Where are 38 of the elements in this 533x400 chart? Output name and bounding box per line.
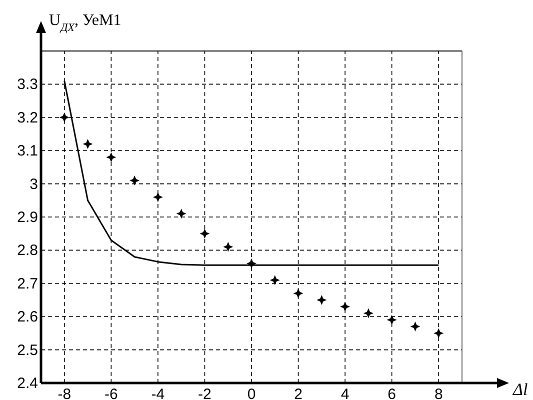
point bbox=[363, 308, 374, 318]
y-tick-label: 3.1 bbox=[17, 142, 38, 160]
point bbox=[152, 192, 163, 202]
x-tick-label: -4 bbox=[151, 386, 165, 400]
y-tick-label: 3.2 bbox=[17, 109, 38, 126]
point bbox=[176, 208, 186, 219]
point bbox=[223, 242, 234, 252]
y-axis-title: U$_{ДХ}$, УеМ1 bbox=[49, 12, 122, 34]
point bbox=[434, 328, 444, 338]
point bbox=[340, 302, 350, 312]
x-axis-title: Δl bbox=[512, 380, 528, 399]
point bbox=[59, 112, 70, 122]
point bbox=[82, 138, 93, 149]
point bbox=[130, 175, 140, 186]
x-tick-label: -2 bbox=[198, 386, 212, 400]
x-tick-label: -8 bbox=[58, 386, 72, 400]
y-tick-label: 3 bbox=[30, 176, 38, 193]
point bbox=[246, 258, 256, 268]
x-tick-label: -6 bbox=[104, 386, 118, 400]
x-tick-label: 6 bbox=[388, 386, 396, 400]
y-tick-label: 2.8 bbox=[17, 242, 38, 260]
point bbox=[106, 152, 116, 162]
x-tick-label: 0 bbox=[247, 386, 256, 400]
y-tick-label: 2.4 bbox=[17, 375, 38, 392]
y-tick-label: 2.6 bbox=[17, 308, 38, 326]
point bbox=[270, 275, 280, 286]
x-tick-label: 8 bbox=[434, 386, 443, 400]
x-tick-label: 2 bbox=[294, 386, 302, 400]
point bbox=[293, 288, 304, 298]
point bbox=[386, 314, 397, 325]
x-tick-label: 4 bbox=[340, 386, 350, 400]
point bbox=[200, 228, 210, 239]
point bbox=[316, 295, 327, 305]
y-tick-label: 2.9 bbox=[17, 209, 38, 226]
y-tick-label: 3.3 bbox=[17, 76, 38, 94]
y-tick-label: 2.5 bbox=[17, 342, 38, 359]
y-tick-label: 2.7 bbox=[17, 275, 38, 292]
point bbox=[410, 322, 420, 332]
